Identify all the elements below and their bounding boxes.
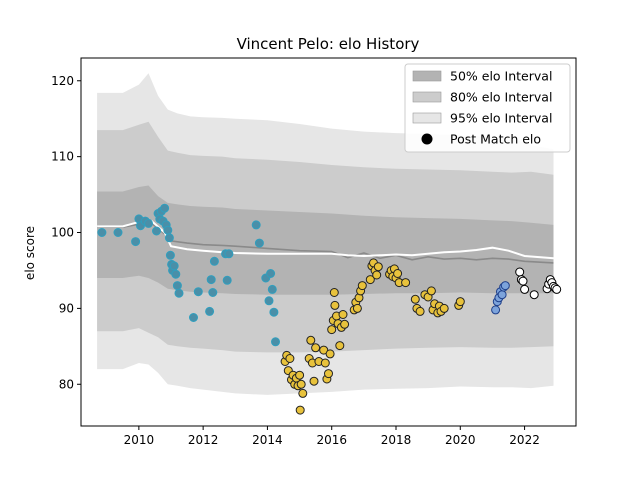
data-point: [320, 358, 330, 368]
data-point: [163, 225, 173, 235]
data-point: [97, 228, 107, 237]
data-point: [410, 294, 420, 304]
data-point: [266, 269, 276, 278]
data-point: [208, 288, 218, 297]
x-axis: 2010 2012 2014 2016 2018 2020 2022: [124, 426, 540, 447]
x-tick-label: 2022: [509, 433, 540, 447]
chart-title: Vincent Pelo: elo History: [237, 35, 420, 53]
x-tick-label: 2012: [188, 433, 219, 447]
y-tick-label: 110: [51, 150, 74, 164]
data-point: [352, 303, 362, 313]
data-point: [306, 335, 316, 345]
band-p50: [97, 185, 554, 295]
x-tick-label: 2020: [445, 433, 476, 447]
data-point: [206, 275, 216, 285]
legend-label: Post Match elo: [450, 132, 541, 147]
legend-label: 50% elo Interval: [450, 69, 552, 84]
data-point: [285, 354, 295, 363]
data-point: [415, 306, 425, 316]
data-point: [500, 281, 510, 291]
data-point: [295, 405, 305, 415]
x-tick-label: 2014: [252, 433, 283, 447]
data-point: [209, 256, 219, 266]
data-point: [267, 284, 277, 294]
data-point: [330, 300, 340, 310]
data-point: [372, 270, 382, 280]
data-point: [251, 220, 261, 230]
data-point: [311, 343, 321, 353]
post-match-points: [97, 203, 562, 415]
data-point: [518, 276, 528, 286]
legend: 50% elo Interval 80% elo Interval 95% elo …: [404, 63, 571, 153]
plot-frame: [80, 57, 577, 427]
median-lines: [97, 220, 554, 264]
data-point: [455, 297, 465, 307]
y-tick-label: 100: [51, 226, 74, 240]
data-point: [365, 275, 375, 285]
data-point: [520, 284, 530, 294]
data-point: [338, 310, 348, 319]
data-point: [426, 286, 436, 296]
data-point: [174, 288, 184, 298]
data-point: [340, 319, 350, 329]
data-point: [152, 226, 161, 236]
data-point: [439, 303, 449, 313]
data-point: [515, 267, 525, 277]
data-point: [401, 278, 411, 288]
data-point: [160, 203, 170, 213]
data-point: [189, 313, 198, 322]
data-point: [264, 296, 274, 306]
data-point: [324, 369, 333, 379]
y-tick-label: 90: [59, 301, 74, 315]
data-point: [327, 325, 337, 335]
data-point: [205, 306, 215, 316]
legend-swatch: [412, 91, 442, 103]
data-point: [491, 305, 501, 315]
data-point: [393, 269, 403, 278]
x-tick-label: 2018: [381, 433, 412, 447]
data-point: [325, 349, 335, 359]
data-point: [144, 218, 153, 228]
x-tick-label: 2016: [316, 433, 347, 447]
data-point: [254, 238, 264, 248]
y-tick-label: 120: [51, 74, 74, 88]
data-point: [529, 290, 539, 300]
legend-label: 80% elo Interval: [450, 90, 552, 105]
data-point: [497, 290, 507, 300]
data-point: [335, 341, 345, 351]
data-point: [224, 249, 234, 259]
data-point: [193, 287, 203, 297]
data-point: [552, 284, 562, 294]
data-point: [164, 233, 174, 243]
data-point: [298, 388, 308, 398]
data-point: [271, 337, 280, 347]
data-point: [165, 250, 175, 260]
data-point: [172, 281, 182, 291]
y-axis-label: elo score: [23, 226, 37, 280]
legend-marker: [421, 133, 433, 145]
legend-box: [404, 63, 571, 153]
y-axis: 80 90 100 110 120: [51, 74, 81, 391]
mean-line: [97, 220, 554, 260]
data-point: [113, 228, 123, 237]
data-point: [222, 275, 232, 285]
x-tick-label: 2010: [124, 433, 155, 447]
data-point: [269, 307, 279, 317]
data-point: [296, 379, 306, 389]
data-point: [171, 269, 181, 279]
data-point: [131, 237, 141, 247]
data-point: [295, 370, 305, 380]
data-point: [357, 281, 367, 291]
legend-swatch: [412, 112, 442, 124]
plot-area: [97, 73, 562, 415]
y-tick-label: 80: [59, 377, 74, 391]
data-point: [309, 376, 319, 386]
legend-label: 95% elo Interval: [450, 111, 552, 126]
legend-swatch: [412, 70, 442, 82]
data-point: [329, 288, 339, 297]
data-point: [169, 261, 179, 271]
data-point: [373, 262, 383, 272]
